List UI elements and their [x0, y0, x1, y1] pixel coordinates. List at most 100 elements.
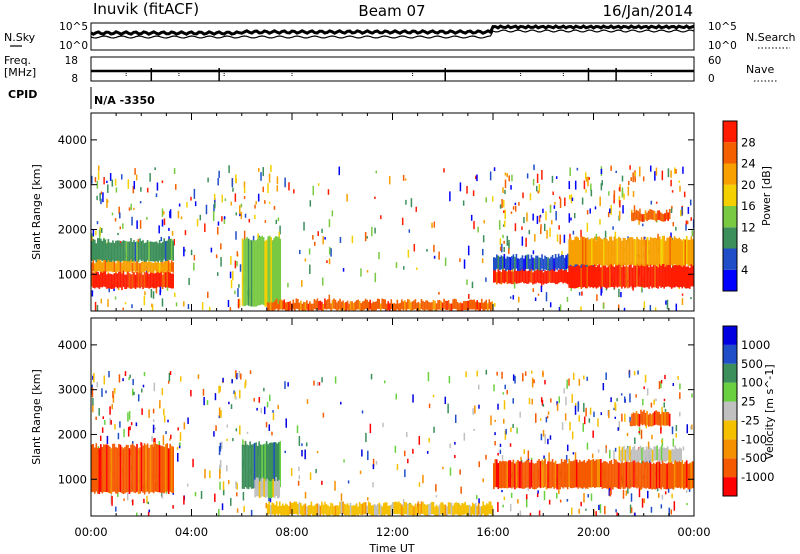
scatter-pixel: [426, 450, 429, 454]
scatter-pixel: [248, 218, 251, 223]
scatter-pixel: [115, 187, 118, 193]
scatter-pixel: [620, 393, 623, 396]
echo-cell: [524, 461, 527, 489]
scatter-pixel: [118, 374, 121, 383]
echo-cell: [446, 506, 448, 516]
echo-cell: [170, 273, 173, 289]
echo-cell: [529, 267, 531, 283]
echo-cell: [644, 449, 646, 463]
echo-cell: [272, 503, 275, 515]
echo-cell: [625, 239, 628, 267]
nsearch-label: N.Search: [746, 31, 796, 44]
scatter-pixel: [309, 200, 312, 207]
freq-tick-top: 18: [65, 55, 78, 67]
echo-cell: [137, 242, 140, 262]
echo-cell: [646, 236, 649, 265]
echo-cell: [357, 506, 359, 516]
echo-cell: [169, 238, 171, 260]
scatter-pixel: [410, 198, 413, 208]
echo-cell: [672, 449, 675, 463]
scatter-pixel: [548, 499, 551, 505]
echo-cell: [255, 240, 257, 307]
scatter-pixel: [568, 181, 571, 190]
echo-cell: [137, 448, 140, 495]
scatter-pixel: [583, 180, 586, 190]
scatter-pixel: [217, 178, 219, 186]
echo-cell: [672, 264, 674, 288]
echo-cell: [592, 266, 595, 289]
echo-cell: [639, 445, 642, 461]
scatter-pixel: [199, 214, 202, 221]
echo-cell: [597, 236, 599, 265]
echo-cell: [249, 441, 251, 488]
scatter-pixel: [215, 254, 218, 259]
scatter-pixel: [632, 172, 634, 183]
echo-cell: [393, 303, 396, 311]
power-colorbar-tick: 8: [741, 242, 748, 256]
scatter-pixel: [264, 220, 267, 223]
scatter-pixel: [615, 170, 617, 173]
scatter-pixel: [133, 207, 135, 211]
echo-cell: [151, 444, 153, 493]
y-tick-label: 1000: [58, 472, 87, 486]
echo-cell: [137, 271, 140, 288]
echo-cell: [398, 303, 400, 311]
echo-cell: [343, 503, 346, 516]
scatter-pixel: [621, 175, 624, 182]
echo-cell: [678, 237, 681, 265]
echo-cell: [598, 459, 601, 488]
scatter-pixel: [374, 227, 376, 234]
echo-cell: [477, 503, 480, 515]
scatter-pixel: [600, 412, 603, 416]
power-colorbar-tick: 4: [741, 263, 748, 277]
scatter-pixel: [231, 379, 233, 384]
scatter-pixel: [326, 260, 328, 263]
echo-cell: [276, 481, 279, 499]
freq-strip-frame: [90, 56, 695, 82]
echo-cell: [660, 239, 662, 266]
echo-cell: [544, 255, 546, 270]
scatter-pixel: [127, 426, 130, 437]
echo-cell: [559, 256, 561, 270]
scatter-pixel: [418, 482, 421, 487]
echo-cell: [673, 264, 676, 288]
scatter-pixel: [234, 193, 237, 202]
echo-cell: [643, 265, 646, 288]
scatter-pixel: [91, 387, 94, 398]
scatter-pixel: [565, 454, 568, 463]
echo-cell: [565, 269, 567, 284]
scatter-pixel: [442, 466, 444, 470]
scatter-pixel: [173, 238, 176, 246]
echo-cell: [431, 501, 433, 515]
echo-cell: [595, 267, 598, 289]
echo-cell: [262, 444, 265, 489]
scatter-pixel: [619, 200, 621, 208]
echo-cell: [119, 260, 122, 273]
scatter-pixel: [591, 453, 594, 459]
echo-cell: [265, 441, 268, 488]
scatter-pixel: [543, 223, 546, 232]
scatter-pixel: [324, 236, 326, 240]
echo-cell: [656, 210, 659, 221]
echo-cell: [622, 263, 625, 287]
echo-cell: [571, 461, 573, 489]
echo-cell: [422, 300, 424, 310]
scatter-pixel: [466, 279, 468, 285]
scatter-pixel: [502, 392, 505, 395]
echo-cell: [641, 214, 644, 222]
echo-cell: [94, 273, 96, 289]
scatter-pixel: [532, 288, 535, 292]
echo-cell: [494, 267, 497, 283]
echo-cell: [360, 503, 362, 516]
echo-cell: [580, 236, 583, 265]
scatter-pixel: [287, 382, 289, 387]
scatter-pixel: [433, 221, 436, 228]
echo-cell: [657, 239, 659, 266]
scatter-pixel: [608, 486, 611, 496]
echo-cell: [628, 237, 631, 265]
scatter-pixel: [131, 499, 134, 506]
echo-cell: [649, 413, 651, 427]
echo-cell: [309, 504, 311, 516]
echo-cell: [571, 240, 573, 267]
echo-cell: [465, 505, 468, 516]
